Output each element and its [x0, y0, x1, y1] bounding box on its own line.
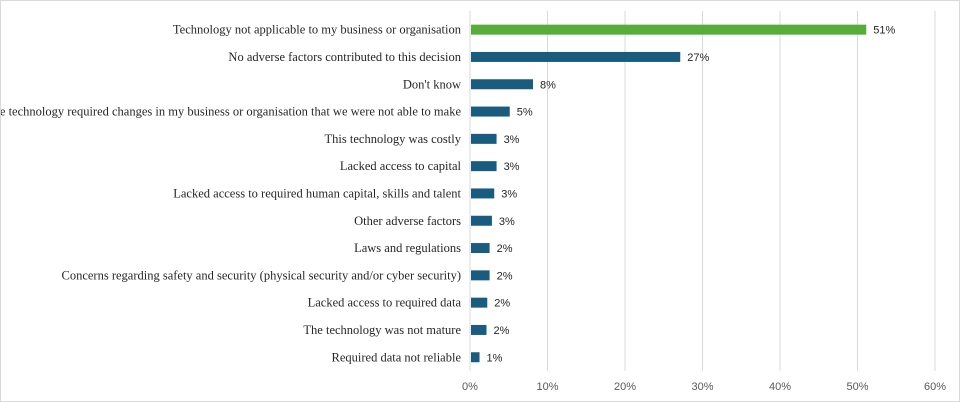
category-label: This technology was costly: [325, 132, 462, 146]
bar: [471, 161, 497, 172]
bar: [471, 324, 487, 335]
value-label: 3%: [501, 188, 517, 200]
value-label: 2%: [494, 325, 510, 337]
value-label: 2%: [497, 270, 513, 282]
category-labels: Technology not applicable to my business…: [1, 23, 462, 365]
category-label: The technology was not mature: [303, 323, 461, 337]
category-label: Concerns regarding safety and security (…: [61, 268, 461, 282]
bars: [471, 24, 867, 363]
value-label: 3%: [504, 134, 520, 146]
category-label: Lacked access to capital: [340, 159, 462, 173]
category-label: No adverse factors contributed to this d…: [228, 50, 461, 64]
x-tick-label: 40%: [769, 381, 791, 393]
x-tick-label: 60%: [924, 381, 946, 393]
bar: [471, 243, 490, 254]
value-label: 3%: [504, 161, 520, 173]
category-label: Don't know: [403, 77, 461, 91]
x-tick-label: 10%: [536, 381, 558, 393]
x-tick-label: 20%: [614, 381, 636, 393]
value-label: 3%: [499, 216, 515, 228]
value-label: 8%: [540, 79, 556, 91]
category-label: Technology not applicable to my business…: [173, 23, 462, 37]
category-label: Lacked access to required human capital,…: [173, 186, 461, 200]
bar: [471, 79, 533, 90]
bar: [471, 352, 480, 363]
category-label: The technology required changes in my bu…: [1, 105, 461, 119]
bar: [471, 133, 497, 144]
bar: [471, 24, 867, 35]
bar: [471, 51, 681, 62]
value-labels: 51% 27% 8% 5% 3% 3% 3% 3% 2% 2% 2% 2% 1%: [487, 25, 896, 365]
bar: [471, 106, 510, 117]
category-label: Other adverse factors: [354, 214, 461, 228]
x-tick-label: 0%: [462, 381, 478, 393]
value-label: 2%: [497, 243, 513, 255]
category-label: Laws and regulations: [354, 241, 461, 255]
category-label: Lacked access to required data: [308, 296, 462, 310]
value-label: 5%: [517, 107, 533, 119]
grid-lines: [469, 11, 936, 371]
bar: [471, 188, 495, 199]
x-tick-label: 30%: [691, 381, 713, 393]
value-label: 51%: [873, 25, 895, 37]
bar: [471, 215, 492, 226]
category-label: Required data not reliable: [332, 350, 462, 364]
x-tick-label: 50%: [846, 381, 868, 393]
value-label: 1%: [487, 352, 503, 364]
bar: [471, 297, 488, 308]
x-axis-ticks: 0% 10% 20% 30% 40% 50% 60%: [462, 381, 946, 393]
bar: [471, 270, 490, 281]
value-label: 27%: [687, 52, 709, 64]
value-label: 2%: [494, 298, 510, 310]
